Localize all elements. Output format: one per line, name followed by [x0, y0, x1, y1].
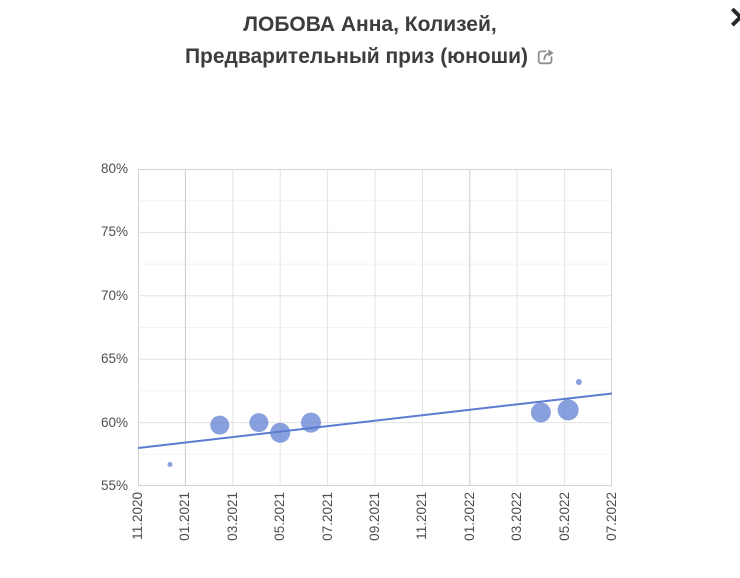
x-axis-label: 05.2021 [272, 492, 288, 541]
external-link-icon[interactable] [536, 44, 555, 76]
data-point[interactable] [167, 461, 173, 467]
chart-plot-area [138, 169, 612, 486]
y-axis-label: 55% [100, 478, 128, 493]
chart-svg [138, 169, 612, 486]
x-axis-label: 03.2021 [224, 492, 240, 541]
data-point[interactable] [530, 402, 551, 423]
x-axis-label: 07.2021 [319, 492, 335, 541]
chart-title: ЛОБОВА Анна, Колизей, Предварительный пр… [0, 9, 740, 76]
chart-title-line2: Предварительный приз (юноши) [184, 45, 529, 68]
close-button[interactable]: ✕ [728, 4, 740, 34]
data-point[interactable] [249, 413, 269, 433]
x-axis-label: 03.2022 [509, 492, 525, 541]
close-icon: ✕ [728, 2, 740, 35]
x-axis-label: 07.2022 [604, 492, 619, 541]
trendline [138, 392, 612, 449]
data-point[interactable] [270, 422, 291, 443]
data-point[interactable] [575, 379, 582, 386]
y-axis-label: 60% [100, 414, 128, 430]
x-axis-label: 11.2021 [414, 492, 430, 540]
data-point[interactable] [210, 415, 230, 435]
y-axis-label: 70% [100, 287, 128, 303]
x-axis-label: 09.2021 [367, 492, 382, 541]
data-point[interactable] [557, 399, 579, 421]
plot-border [138, 169, 612, 486]
chart-title-line2-wrap: Предварительный приз (юноши) [0, 41, 740, 76]
y-axis-label: 65% [100, 351, 128, 367]
chart-title-line1: ЛОБОВА Анна, Колизей, [243, 13, 497, 36]
x-axis-label: 11.2020 [130, 492, 145, 540]
x-axis-label: 01.2021 [177, 492, 193, 541]
y-axis-label: 80% [100, 161, 128, 176]
x-axis-label: 05.2022 [556, 492, 572, 541]
x-axis-label: 01.2022 [461, 492, 477, 541]
y-axis-label: 75% [100, 224, 128, 240]
data-point[interactable] [301, 412, 322, 433]
